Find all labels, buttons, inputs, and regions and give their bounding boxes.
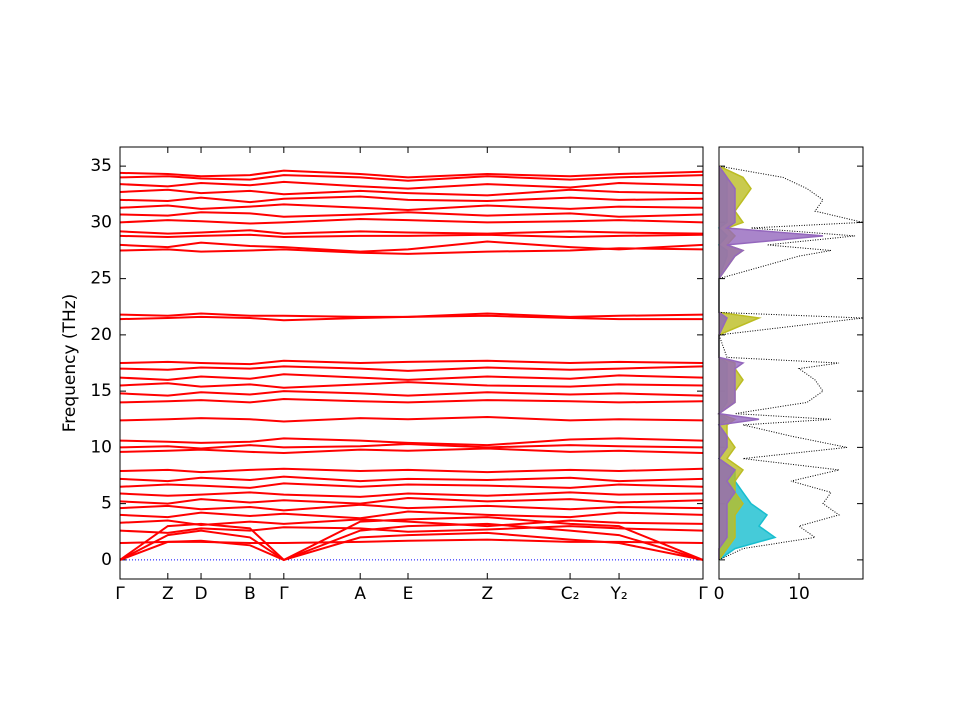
band bbox=[119, 510, 704, 520]
x-tick-label: B bbox=[244, 584, 256, 604]
band bbox=[119, 359, 704, 366]
y-tick-label: 5 bbox=[101, 494, 112, 514]
x-tick-label: Y₂ bbox=[609, 584, 627, 604]
dos-curve bbox=[718, 165, 864, 561]
band bbox=[119, 467, 704, 474]
x-tick-label: C₂ bbox=[561, 584, 580, 604]
plot-frame bbox=[718, 146, 864, 580]
band bbox=[119, 496, 704, 505]
plot-frame bbox=[119, 146, 704, 580]
dos-curve bbox=[717, 165, 824, 560]
band bbox=[119, 503, 704, 512]
band bbox=[119, 314, 703, 322]
band bbox=[119, 217, 704, 225]
x-tick-label: 0 bbox=[714, 584, 725, 604]
band bbox=[119, 442, 704, 450]
band bbox=[119, 531, 704, 561]
y-tick-label: 35 bbox=[90, 156, 112, 176]
band bbox=[119, 312, 704, 318]
y-axis-label: Frequency (THz) bbox=[60, 294, 80, 433]
band bbox=[119, 525, 704, 534]
y-tick-label: 15 bbox=[90, 381, 112, 401]
x-tick-label: Γ bbox=[698, 584, 708, 604]
band bbox=[119, 174, 704, 182]
band bbox=[119, 381, 704, 389]
band bbox=[119, 240, 704, 253]
x-tick-label: 10 bbox=[788, 584, 810, 604]
band bbox=[119, 516, 704, 562]
x-tick-label: Z bbox=[481, 584, 493, 604]
y-tick-label: 25 bbox=[90, 269, 112, 289]
band bbox=[119, 390, 704, 397]
band bbox=[119, 415, 704, 423]
band bbox=[119, 522, 704, 562]
x-tick-label: A bbox=[354, 584, 366, 604]
band bbox=[119, 195, 704, 204]
band bbox=[119, 491, 704, 498]
band bbox=[119, 475, 704, 483]
x-tick-label: Z bbox=[162, 584, 174, 604]
band bbox=[119, 365, 704, 372]
band bbox=[119, 247, 704, 255]
y-tick-label: 0 bbox=[101, 550, 112, 570]
band bbox=[119, 447, 704, 455]
band bbox=[119, 373, 704, 381]
band bbox=[119, 188, 704, 197]
x-tick-label: Γ bbox=[279, 584, 289, 604]
band bbox=[119, 397, 704, 404]
band bbox=[119, 169, 704, 179]
x-tick-label: D bbox=[194, 584, 207, 604]
y-tick-label: 30 bbox=[90, 212, 112, 232]
band bbox=[119, 437, 704, 447]
x-tick-label: Γ bbox=[115, 584, 125, 604]
band bbox=[119, 211, 704, 218]
dos-curve bbox=[717, 165, 762, 561]
band bbox=[119, 233, 704, 239]
band bbox=[119, 180, 704, 190]
band bbox=[119, 482, 704, 489]
band bbox=[119, 229, 704, 235]
band bbox=[119, 518, 704, 528]
y-tick-label: 10 bbox=[90, 437, 112, 457]
band bbox=[119, 203, 704, 212]
band bbox=[119, 538, 704, 544]
y-tick-label: 20 bbox=[90, 325, 112, 345]
x-tick-label: E bbox=[403, 584, 414, 604]
